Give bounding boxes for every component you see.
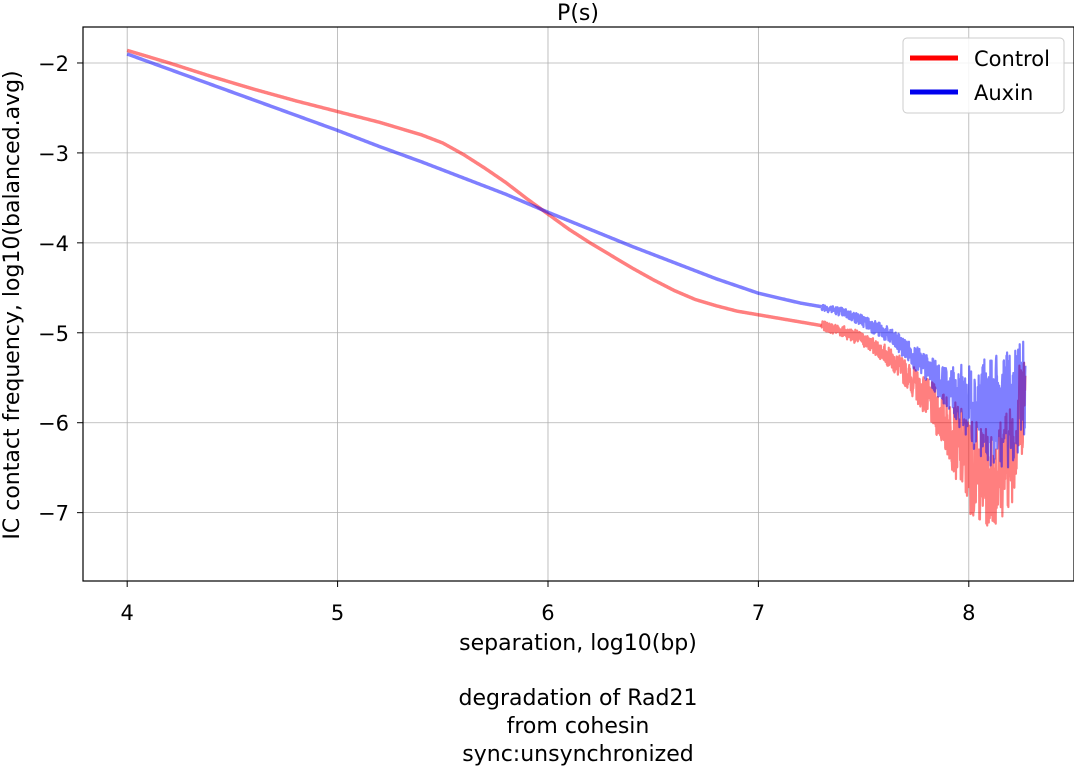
y-axis-label: IC contact frequency, log10(balanced.avg…: [0, 70, 25, 539]
series-line-control: [126, 48, 823, 328]
x-tick-label: 6: [541, 601, 554, 625]
chart-title: P(s): [557, 1, 599, 26]
legend: Control Auxin: [902, 37, 1065, 114]
series-line-auxin: [126, 52, 823, 309]
y-tick-label: −4: [38, 232, 69, 256]
y-tick-label: −2: [38, 52, 69, 76]
legend-label-auxin: Auxin: [974, 81, 1033, 105]
x-tick-label: 7: [752, 601, 765, 625]
x-tick-label: 8: [962, 601, 975, 625]
caption-line-3: sync:unsynchronized: [462, 742, 693, 766]
x-tick-label: 4: [120, 601, 133, 625]
y-axis: −2 −3 −4 −5 −6 −7: [38, 52, 83, 526]
y-tick-label: −5: [38, 322, 69, 346]
x-axis-label: separation, log10(bp): [459, 631, 697, 656]
x-axis: 4 5 6 7 8: [120, 581, 975, 625]
caption-line-2: from cohesin: [507, 714, 650, 739]
grid: [83, 27, 1074, 581]
legend-label-control: Control: [974, 47, 1050, 71]
series-auxin: [126, 52, 1027, 469]
y-tick-label: −3: [38, 142, 69, 166]
y-tick-label: −7: [38, 502, 69, 526]
caption-line-1: degradation of Rad21: [458, 686, 697, 711]
y-tick-label: −6: [38, 412, 69, 436]
series-control: [126, 48, 1027, 527]
series-noise-auxin: [820, 303, 1027, 469]
x-tick-label: 5: [331, 601, 344, 625]
plot-frame: [82, 26, 1074, 582]
plot-series: [126, 48, 1027, 527]
caption: degradation of Rad21 from cohesin sync:u…: [458, 686, 697, 766]
